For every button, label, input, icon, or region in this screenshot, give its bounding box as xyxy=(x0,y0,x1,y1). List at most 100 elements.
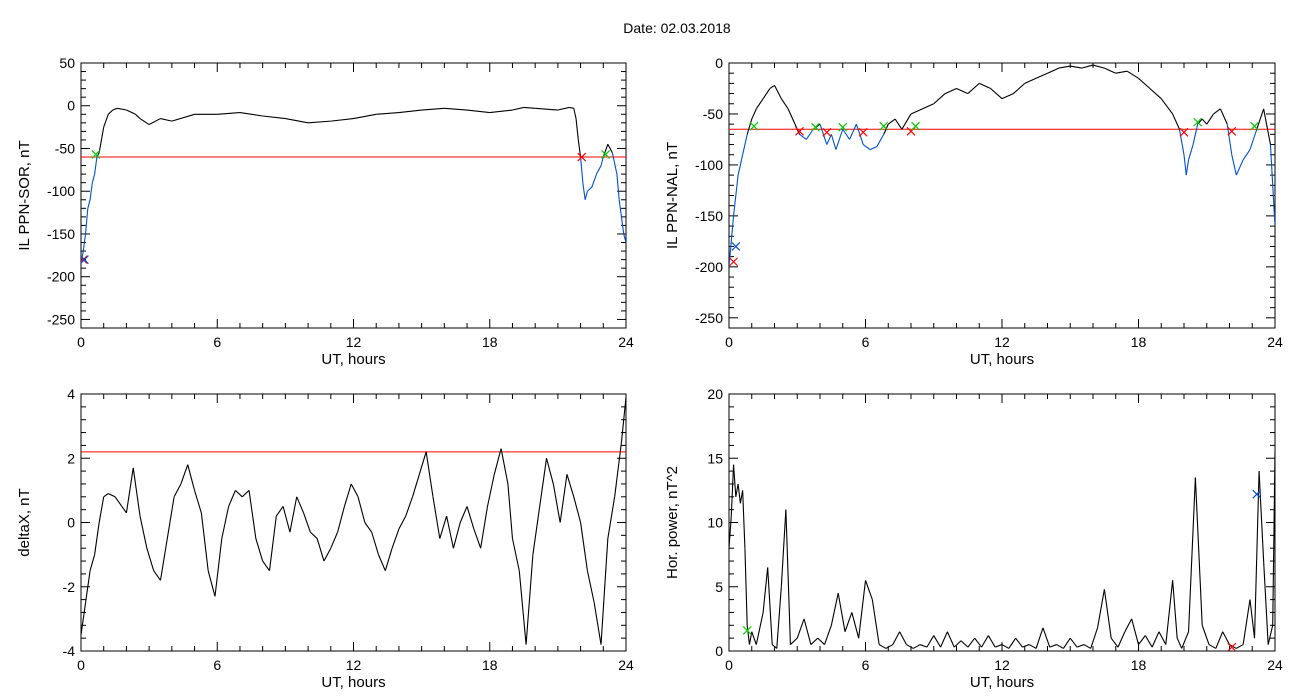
series-segment xyxy=(282,506,291,533)
series-segment xyxy=(566,474,575,497)
series-segment xyxy=(607,143,613,154)
series-segment xyxy=(1208,644,1217,649)
series-segment xyxy=(994,644,1003,648)
series-segment xyxy=(862,144,871,151)
series-segment xyxy=(776,586,782,649)
series-segment xyxy=(979,82,991,89)
series-segment xyxy=(330,118,354,122)
plot-frame xyxy=(80,393,627,652)
series-segment xyxy=(1042,627,1051,648)
y-tick-label: 10 xyxy=(707,515,723,531)
series-segment xyxy=(946,631,955,648)
series-segment xyxy=(1194,477,1203,626)
series-segment xyxy=(412,474,420,497)
chart-panel-1: 0 6 12 18 24 50 0 -50 -100 -150 -200 -250 UT, hours I… xyxy=(16,55,634,368)
series-segment xyxy=(787,108,796,125)
series-segment xyxy=(268,516,277,571)
series-segment xyxy=(1176,637,1183,649)
series-segment xyxy=(1213,108,1221,115)
series-segment xyxy=(166,496,175,539)
series-segment xyxy=(418,451,427,475)
series-segment xyxy=(1081,64,1094,69)
series-segment xyxy=(620,397,626,443)
series-segment xyxy=(586,570,595,603)
series-segment xyxy=(285,118,309,124)
x-tick-label: 12 xyxy=(994,657,1010,673)
series-segment xyxy=(153,570,161,581)
series-segment xyxy=(810,637,819,645)
series-segment xyxy=(780,98,789,110)
x-tick-label: 0 xyxy=(77,334,85,350)
series-segment xyxy=(486,474,495,507)
series-segment xyxy=(1160,98,1174,115)
series-segment xyxy=(1117,631,1126,648)
series-segment xyxy=(432,496,441,539)
series-segment xyxy=(125,467,134,513)
series-segment xyxy=(473,528,482,549)
series-segment xyxy=(1188,477,1196,632)
series-segment xyxy=(1144,635,1153,648)
series-segment xyxy=(1115,70,1128,74)
series-segment xyxy=(762,567,769,613)
y-tick-label: -2 xyxy=(63,579,76,595)
series-segment xyxy=(1172,580,1178,639)
onset-marker xyxy=(822,127,832,137)
series-segment xyxy=(1256,108,1265,130)
y-tick-label: 0 xyxy=(715,643,723,659)
series-segment xyxy=(84,570,91,603)
series-segment xyxy=(837,593,846,632)
series-segment xyxy=(343,483,352,507)
series-segment xyxy=(217,112,240,115)
series-segment xyxy=(398,515,407,530)
series-segment xyxy=(323,547,332,562)
series-segment xyxy=(569,106,574,109)
series-segment xyxy=(289,496,298,533)
x-axis-label: UT, hours xyxy=(970,351,1034,368)
series-segment xyxy=(1138,635,1146,645)
y-tick-label: 2 xyxy=(67,450,75,466)
series-segment xyxy=(518,570,527,645)
y-tick-label: 4 xyxy=(67,386,75,402)
series-segment xyxy=(511,538,520,571)
series-segment xyxy=(593,602,602,645)
series-segment xyxy=(742,490,746,549)
x-tick-label: 12 xyxy=(994,334,1010,350)
series-segment xyxy=(405,496,414,517)
series-segment xyxy=(98,496,105,523)
series-segment xyxy=(1092,64,1105,69)
series-segment xyxy=(580,156,584,183)
series-segment xyxy=(803,618,812,645)
y-axis-label: IL PPN-SOR, nT xyxy=(16,140,33,250)
series-segment xyxy=(552,483,561,523)
series-segment xyxy=(933,93,946,105)
series-segment xyxy=(1242,599,1251,645)
series-segment xyxy=(817,637,825,645)
series-segment xyxy=(159,538,168,581)
series-segment xyxy=(892,631,901,645)
series-segment xyxy=(607,496,616,539)
series-segment xyxy=(1058,65,1071,69)
series-segment xyxy=(842,128,851,140)
peak-marker xyxy=(1252,489,1262,499)
series-segment xyxy=(107,109,114,115)
series-segment xyxy=(926,635,935,648)
series-segment xyxy=(600,156,604,166)
series-segment xyxy=(1222,631,1230,645)
chart-panel-4: 0 6 12 18 24 0 5 10 15 20 UT, hours Hor. power, nT^… xyxy=(664,386,1283,691)
chart-panel-3: 0 6 12 18 24 4 2 0 -2 -4 UT, hours deltaX, nT xyxy=(16,386,634,691)
series-segment xyxy=(425,451,434,497)
series-segment xyxy=(1124,618,1133,632)
series-segment xyxy=(885,644,894,649)
series-segment xyxy=(1097,589,1105,628)
series-segment xyxy=(790,637,798,645)
series-segment xyxy=(1231,154,1237,176)
series-segment xyxy=(171,113,195,122)
series-segment xyxy=(309,531,318,539)
series-segment xyxy=(751,631,757,645)
y-tick-label: 0 xyxy=(715,55,723,71)
series-segment xyxy=(1263,108,1271,145)
series-segment xyxy=(1215,631,1224,649)
series-segment xyxy=(1047,67,1060,74)
series-segment xyxy=(235,489,243,498)
